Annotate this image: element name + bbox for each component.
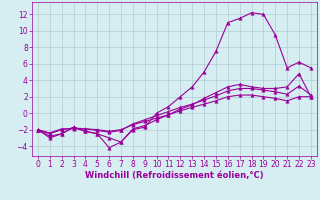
- X-axis label: Windchill (Refroidissement éolien,°C): Windchill (Refroidissement éolien,°C): [85, 171, 264, 180]
